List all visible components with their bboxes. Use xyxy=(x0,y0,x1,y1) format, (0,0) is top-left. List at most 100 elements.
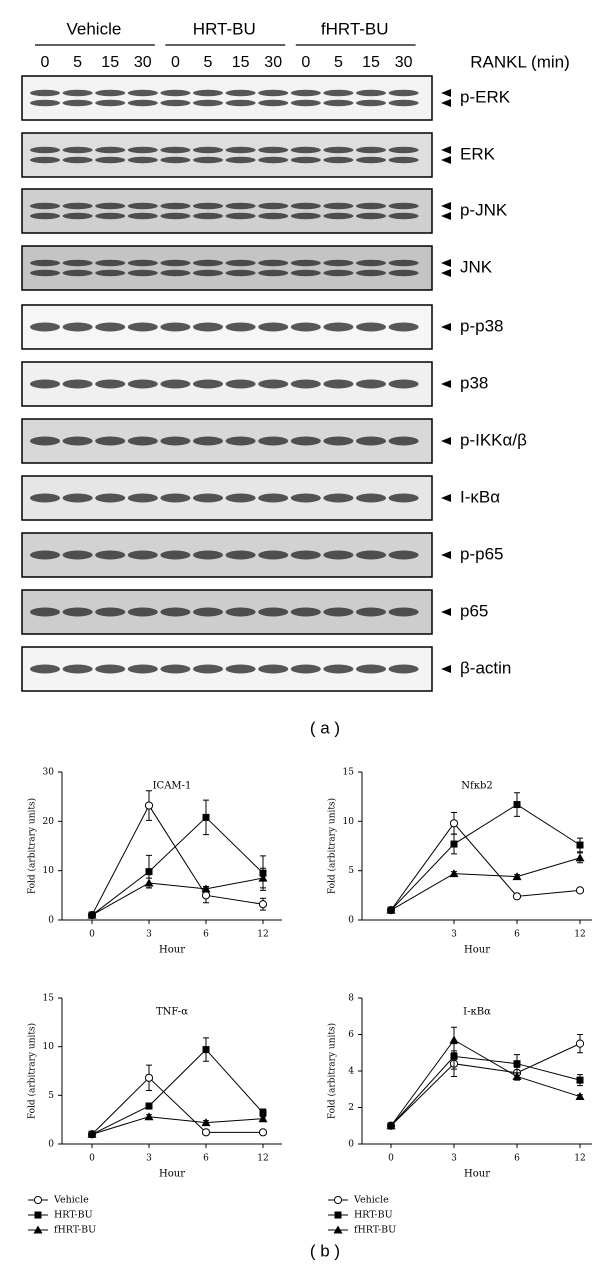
lane-label: 30 xyxy=(134,54,152,71)
blot-band xyxy=(258,146,289,154)
blot-band xyxy=(356,607,386,617)
y-tick-label: 8 xyxy=(348,994,354,1004)
blot-band xyxy=(30,607,60,617)
blot-band xyxy=(62,99,93,107)
group-label: Vehicle xyxy=(66,19,121,38)
blot-band xyxy=(30,202,60,210)
legend-label: fHRT-BU xyxy=(354,1225,396,1236)
blot-band xyxy=(95,550,126,560)
marker xyxy=(258,873,268,882)
lane-label: 30 xyxy=(395,54,413,71)
blot-band xyxy=(62,212,93,220)
y-axis-label: Fold (arbitrary units) xyxy=(27,798,38,894)
marker xyxy=(575,1092,585,1101)
blot-band xyxy=(290,493,321,503)
y-tick-label: 30 xyxy=(43,768,55,778)
lane-label: 15 xyxy=(101,54,119,71)
blot-band xyxy=(62,664,93,674)
blot-band xyxy=(193,269,223,277)
blot-band xyxy=(356,664,386,674)
y-tick-label: 2 xyxy=(348,1103,354,1113)
legend-marker xyxy=(334,1211,342,1219)
legend-label: fHRT-BU xyxy=(54,1225,96,1236)
row-label: p-p38 xyxy=(460,316,503,335)
blot-band xyxy=(30,379,60,389)
x-axis-label: Hour xyxy=(159,1169,185,1180)
blot-band xyxy=(160,379,191,389)
blot-band xyxy=(225,379,256,389)
blot-band xyxy=(225,89,256,97)
blot-band xyxy=(388,156,419,164)
blot-band xyxy=(225,550,256,560)
blot-band xyxy=(160,89,191,97)
blot-band xyxy=(62,156,93,164)
y-tick-label: 15 xyxy=(43,994,55,1004)
lane-label: 5 xyxy=(204,54,213,71)
blot-band xyxy=(225,156,256,164)
row-label: β-actin xyxy=(460,658,511,677)
blot-band xyxy=(323,493,354,503)
blot-band xyxy=(225,269,256,277)
blot-band xyxy=(95,146,126,154)
blot-band xyxy=(62,550,93,560)
blot-band xyxy=(290,156,321,164)
blot-band xyxy=(95,379,126,389)
marker xyxy=(87,1129,97,1138)
marker xyxy=(144,878,154,887)
blot-band xyxy=(95,212,126,220)
x-axis-label: Hour xyxy=(159,945,185,956)
series-line xyxy=(91,816,264,916)
band-arrow xyxy=(441,665,451,673)
x-tick-label: 0 xyxy=(89,1154,95,1164)
y-axis-label: Fold (arbitrary units) xyxy=(327,798,338,894)
group-label: HRT-BU xyxy=(193,19,256,38)
blot-band xyxy=(225,322,256,332)
blot-band xyxy=(193,202,223,210)
blot-band xyxy=(30,322,60,332)
marker xyxy=(576,1076,584,1084)
blot-band xyxy=(95,322,126,332)
blot-band xyxy=(388,436,419,446)
marker xyxy=(145,1102,153,1110)
blot-background xyxy=(22,189,432,233)
marker xyxy=(576,841,584,849)
blot-band xyxy=(127,259,158,267)
blot-band xyxy=(290,99,321,107)
blot-background xyxy=(22,133,432,177)
marker xyxy=(512,892,522,901)
panel-label: ( a ) xyxy=(310,718,340,737)
blot-band xyxy=(388,607,419,617)
blot-band xyxy=(127,436,158,446)
band-arrow xyxy=(441,437,451,445)
blot-band xyxy=(30,664,60,674)
blot-band xyxy=(160,259,191,267)
blot-band xyxy=(323,259,354,267)
marker xyxy=(258,900,268,909)
marker xyxy=(386,1121,396,1130)
marker xyxy=(201,1118,211,1127)
blot-band xyxy=(30,436,60,446)
blot-band xyxy=(127,379,158,389)
blot-band xyxy=(323,156,354,164)
row-label: p38 xyxy=(460,373,488,392)
lane-label: 0 xyxy=(171,54,180,71)
blot-band xyxy=(127,156,158,164)
series-line xyxy=(91,1116,264,1135)
blot-band xyxy=(62,269,93,277)
blot-band xyxy=(193,607,223,617)
lane-label: 5 xyxy=(73,54,82,71)
blot-band xyxy=(30,493,60,503)
blot-band xyxy=(127,269,158,277)
x-tick-label: 0 xyxy=(388,1154,394,1164)
band-arrow xyxy=(441,202,451,210)
marker xyxy=(201,1128,211,1137)
y-tick-label: 5 xyxy=(348,866,354,876)
blot-band xyxy=(290,202,321,210)
blot-band xyxy=(258,664,289,674)
blot-frame xyxy=(21,646,433,692)
chart-title: Nfκb2 xyxy=(461,781,492,792)
blot-band xyxy=(290,664,321,674)
blot-band xyxy=(127,89,158,97)
blot-frame xyxy=(21,418,433,464)
